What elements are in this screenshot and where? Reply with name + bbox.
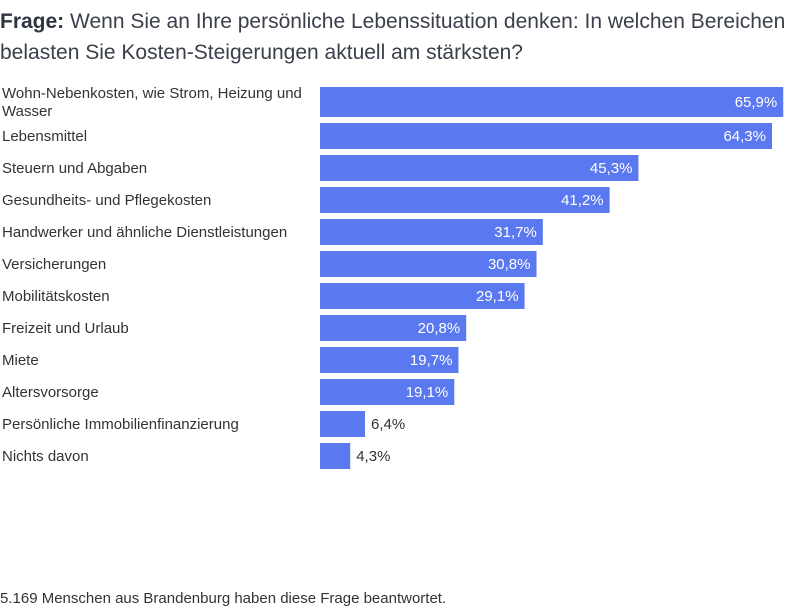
value-label: 19,7% — [410, 352, 453, 369]
category-label: Mobilitätskosten — [2, 288, 110, 305]
bar — [320, 315, 467, 341]
value-label: 64,3% — [723, 128, 766, 145]
value-label: 30,8% — [488, 256, 531, 273]
category-label: Handwerker und ähnliche Dienstleistungen — [2, 224, 287, 241]
footer-note: 5.169 Menschen aus Brandenburg haben die… — [0, 590, 447, 607]
value-label: 4,3% — [356, 448, 390, 465]
category-label: Wohn-Nebenkosten, wie Strom, Heizung und… — [2, 85, 302, 120]
category-label: Miete — [2, 352, 39, 369]
bar-chart: Wohn-Nebenkosten, wie Strom, Heizung und… — [0, 80, 800, 500]
category-label: Nichts davon — [2, 448, 89, 465]
value-label: 19,1% — [406, 384, 449, 401]
bar — [320, 251, 537, 277]
value-label: 29,1% — [476, 288, 519, 305]
value-label: 41,2% — [561, 192, 604, 209]
value-label: 6,4% — [371, 416, 405, 433]
bar — [320, 443, 351, 469]
bar — [320, 347, 459, 373]
value-label: 31,7% — [494, 224, 537, 241]
bar — [320, 379, 455, 405]
category-label: Gesundheits- und Pflegekosten — [2, 192, 211, 209]
category-label: Steuern und Abgaben — [2, 160, 147, 177]
bar — [320, 187, 610, 213]
title-lead: Frage: — [0, 10, 65, 33]
bar — [320, 123, 772, 149]
bar — [320, 219, 543, 245]
value-label: 20,8% — [418, 320, 461, 337]
category-label: Versicherungen — [2, 256, 106, 273]
category-label: Persönliche Immobilienfinanzierung — [2, 416, 239, 433]
value-label: 65,9% — [735, 94, 778, 111]
category-label: Lebensmittel — [2, 128, 87, 145]
chart-title: Frage: Wenn Sie an Ihre persönliche Lebe… — [0, 6, 790, 68]
bar — [320, 411, 365, 437]
bar-chart-svg: Wohn-Nebenkosten, wie Strom, Heizung und… — [2, 85, 784, 469]
value-label: 45,3% — [590, 160, 633, 177]
category-label: Freizeit und Urlaub — [2, 320, 129, 337]
category-label: Altersvorsorge — [2, 384, 99, 401]
bar — [320, 155, 639, 181]
bar — [320, 87, 784, 117]
title-text: Wenn Sie an Ihre persönliche Lebenssitua… — [0, 10, 786, 64]
bar — [320, 283, 525, 309]
